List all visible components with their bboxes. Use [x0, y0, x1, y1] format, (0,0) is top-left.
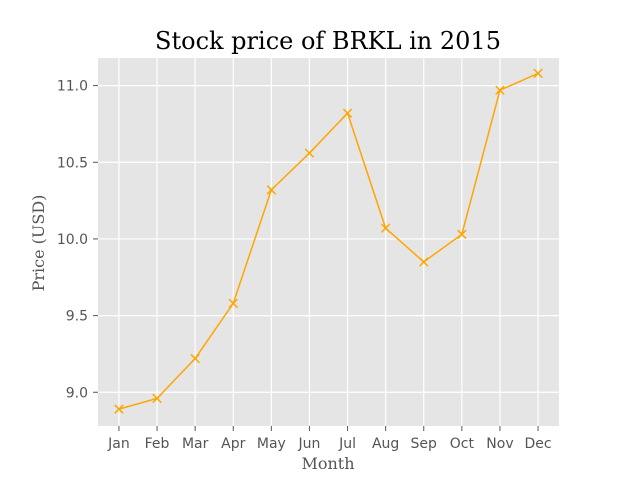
data-point-marker	[304, 148, 315, 158]
x-tick-label: Nov	[486, 436, 513, 452]
data-point-marker	[380, 223, 391, 233]
grid-layer	[98, 58, 559, 426]
series-line	[118, 72, 539, 410]
data-points	[114, 68, 543, 414]
x-tick-label: Sep	[411, 436, 438, 452]
x-tick-label: Apr	[221, 436, 245, 452]
x-tick-label: Jul	[338, 436, 356, 452]
data-point-marker	[419, 257, 429, 267]
y-tick-label: 9.0	[66, 385, 88, 401]
x-axis: Jan Feb Mar Apr May Jun Jul Aug Sep Oct Nov Dec	[107, 426, 552, 452]
x-tick-label: Oct	[450, 436, 475, 452]
x-tick-label: Mar	[182, 436, 209, 452]
chart-title: Stock price of BRKL in 2015	[155, 27, 501, 55]
y-tick-label: 11.0	[57, 79, 88, 95]
y-tick-label: 9.5	[66, 309, 88, 325]
x-tick-label: May	[257, 436, 286, 452]
data-point-marker	[228, 298, 238, 309]
data-point-marker	[114, 404, 124, 414]
data-point-marker	[342, 108, 353, 118]
x-tick-label: Aug	[372, 436, 399, 452]
y-axis: 9.0 9.5 10.0 10.5 11.0	[57, 79, 98, 401]
x-tick-label: Dec	[524, 436, 551, 452]
x-tick-label: Jan	[107, 436, 130, 452]
data-point-marker	[190, 353, 200, 364]
y-tick-label: 10.0	[57, 232, 88, 248]
y-tick-label: 10.5	[57, 155, 88, 171]
plot-area	[98, 58, 559, 426]
data-point-marker	[533, 68, 543, 79]
x-axis-title: Month	[301, 454, 354, 473]
data-point-marker	[457, 229, 467, 240]
x-tick-label: Jun	[298, 436, 321, 452]
x-tick-label: Feb	[145, 436, 170, 452]
y-axis-title: Price (USD)	[29, 195, 48, 292]
data-point-marker	[266, 185, 277, 195]
data-point-marker	[495, 85, 505, 95]
data-point-marker	[152, 393, 162, 404]
